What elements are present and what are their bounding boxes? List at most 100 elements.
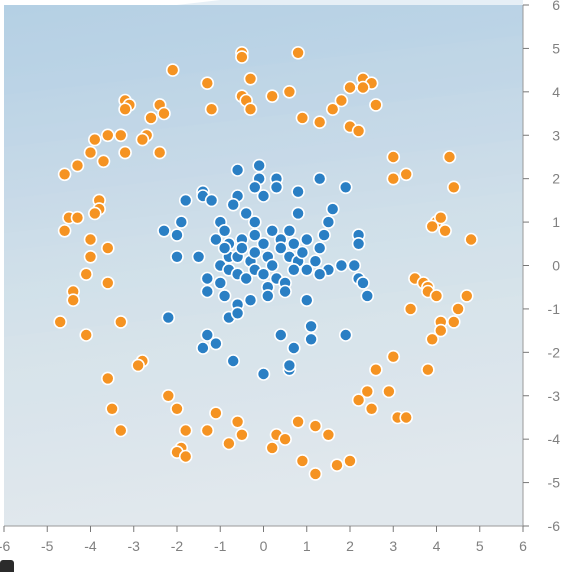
- x-tick-label: 6: [519, 538, 527, 554]
- point-orange: [459, 289, 474, 303]
- y-tick-label: 0: [552, 258, 560, 274]
- point-blue: [209, 336, 223, 351]
- point-orange: [282, 85, 297, 99]
- point-orange: [312, 115, 327, 129]
- point-orange: [114, 315, 128, 329]
- point-orange: [105, 401, 119, 416]
- y-tick-label: 1: [552, 214, 560, 230]
- point-orange: [446, 180, 461, 195]
- point-blue: [252, 158, 267, 173]
- point-orange: [161, 388, 176, 403]
- point-blue: [170, 228, 184, 242]
- y-tick-label: -2: [548, 344, 561, 360]
- point-orange: [53, 315, 68, 329]
- point-blue: [217, 241, 232, 255]
- point-blue: [282, 358, 297, 373]
- point-blue: [299, 232, 314, 247]
- window-corner-tab: [0, 560, 14, 572]
- point-orange: [243, 72, 258, 86]
- point-blue: [321, 215, 336, 229]
- point-blue: [334, 258, 349, 273]
- x-tick-label: 3: [389, 538, 397, 554]
- point-orange: [165, 63, 180, 77]
- point-orange: [421, 362, 435, 377]
- point-orange: [88, 132, 102, 147]
- point-orange: [295, 454, 310, 468]
- point-orange: [403, 302, 418, 316]
- point-orange: [343, 80, 357, 95]
- point-orange: [321, 427, 336, 442]
- x-tick-label: -1: [214, 538, 227, 554]
- point-blue: [351, 237, 366, 251]
- point-blue: [286, 341, 301, 355]
- point-orange: [70, 210, 85, 225]
- point-blue: [273, 328, 288, 342]
- y-tick-label: 4: [552, 84, 560, 100]
- y-tick-label: -5: [548, 475, 561, 491]
- point-orange: [343, 454, 357, 468]
- point-blue: [217, 289, 232, 303]
- point-orange: [446, 315, 461, 329]
- point-orange: [101, 241, 115, 255]
- point-blue: [161, 310, 176, 325]
- point-orange: [265, 89, 280, 103]
- point-blue: [191, 249, 206, 264]
- point-orange: [369, 362, 383, 377]
- point-blue: [338, 180, 353, 195]
- point-blue: [248, 228, 262, 242]
- point-orange: [222, 436, 236, 451]
- point-orange: [425, 332, 440, 347]
- point-blue: [243, 293, 258, 308]
- point-blue: [265, 224, 280, 238]
- point-orange: [451, 302, 465, 316]
- point-blue: [312, 267, 327, 282]
- decision-bands: [4, 0, 523, 407]
- background-band: [4, 277, 523, 407]
- point-orange: [364, 401, 379, 416]
- point-orange: [369, 98, 383, 112]
- point-orange: [170, 401, 184, 416]
- point-orange: [399, 410, 414, 425]
- point-orange: [325, 102, 340, 116]
- point-orange: [96, 154, 111, 169]
- x-tick-label: -4: [84, 538, 97, 554]
- point-blue: [200, 271, 215, 286]
- point-blue: [356, 276, 370, 290]
- point-orange: [291, 414, 305, 429]
- point-blue: [256, 189, 271, 203]
- y-tick-label: -6: [548, 518, 561, 534]
- x-tick-label: -5: [41, 538, 54, 554]
- point-blue: [312, 241, 327, 255]
- point-orange: [308, 419, 323, 433]
- point-orange: [230, 414, 245, 429]
- point-blue: [170, 249, 184, 264]
- point-orange: [308, 467, 323, 481]
- point-blue: [304, 332, 318, 347]
- point-blue: [204, 193, 219, 208]
- point-blue: [299, 293, 314, 308]
- point-orange: [235, 427, 249, 442]
- background-band: [4, 69, 523, 199]
- point-blue: [200, 284, 215, 299]
- point-orange: [295, 111, 310, 125]
- point-orange: [101, 128, 115, 143]
- point-orange: [114, 423, 128, 438]
- point-orange: [351, 124, 366, 138]
- point-orange: [204, 102, 219, 116]
- x-tick-label: -3: [128, 538, 141, 554]
- point-blue: [226, 354, 240, 368]
- point-orange: [334, 93, 349, 108]
- point-orange: [356, 80, 370, 95]
- point-orange: [101, 276, 115, 290]
- point-orange: [438, 224, 452, 238]
- x-tick-label: 2: [346, 538, 354, 554]
- y-tick-label: 2: [552, 171, 560, 187]
- point-orange: [144, 111, 158, 125]
- point-blue: [256, 237, 271, 251]
- y-tick-label: -4: [548, 431, 561, 447]
- point-orange: [83, 145, 98, 160]
- point-blue: [230, 163, 245, 177]
- point-orange: [152, 145, 167, 160]
- point-orange: [464, 232, 478, 247]
- point-orange: [131, 358, 145, 373]
